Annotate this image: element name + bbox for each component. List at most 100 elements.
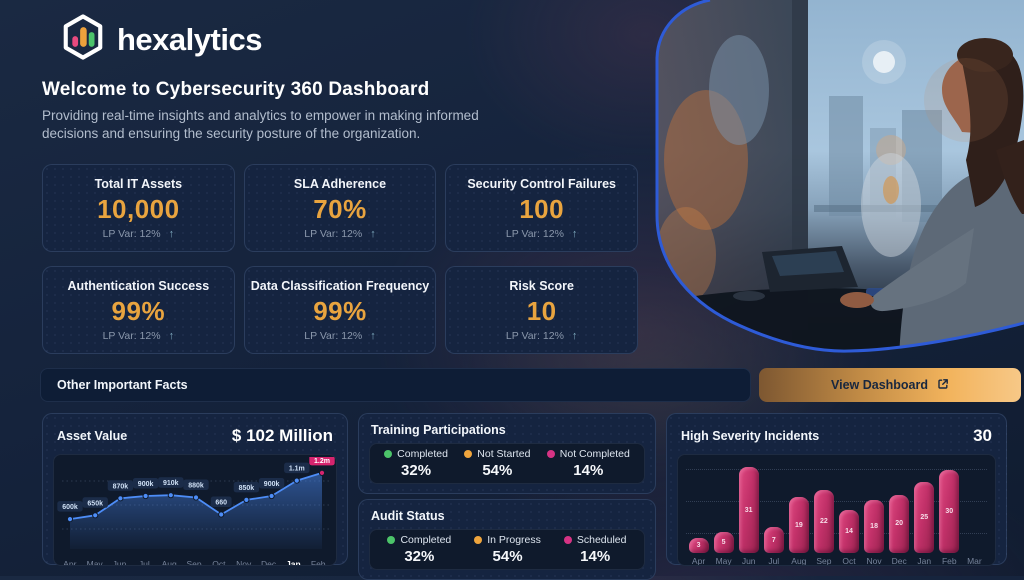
mid-column: Training Participations Completed 32% No…	[358, 413, 656, 580]
x-tick-label: Aug	[161, 559, 177, 566]
brand: hexalytics	[60, 13, 262, 66]
training-not-started-value: 54%	[482, 462, 513, 479]
svg-text:880k: 880k	[188, 483, 204, 490]
bar-value-label: 19	[794, 521, 803, 529]
bar-value-label: 22	[820, 517, 828, 525]
hero-photo	[644, 0, 1024, 360]
x-tick-label: Mar	[967, 556, 982, 566]
asset-value-title: Asset Value	[57, 429, 128, 443]
training-not-completed-value: 14%	[573, 462, 604, 479]
legend-dot-icon	[563, 536, 572, 544]
incidents-bar-chart: 3 5 31 7 19 22 14 18 20 25 30 Apr May Jun Jul Aug Sep Oc…	[677, 454, 996, 566]
svg-text:1.2m: 1.2m	[314, 458, 330, 465]
training-title: Training Participations	[371, 423, 506, 437]
legend-dot-icon	[384, 450, 393, 458]
asset-value-x-axis: Apr May Jun Jul Aug Sep Oct Nov Dec Jan Feb	[56, 558, 334, 566]
up-arrow-icon: ↑	[370, 329, 376, 342]
kpi-card-security-control-failures: Security Control Failures 100 LP Var: 12…	[445, 164, 638, 252]
bar-column: 18	[862, 461, 887, 553]
training-completed: Completed 32%	[384, 448, 448, 479]
audit-in-progress-value: 54%	[492, 548, 523, 565]
svg-text:870k: 870k	[113, 483, 129, 490]
kpi-variance: LP Var: 12%	[304, 227, 363, 240]
bar-column: 7	[761, 461, 786, 553]
x-tick-label: Jul	[768, 556, 780, 566]
incident-bar: 20	[889, 494, 910, 553]
view-dashboard-label: View Dashboard	[830, 378, 929, 392]
kpi-variance: LP Var: 12%	[304, 329, 363, 342]
kpi-card-authentication-success: Authentication Success 99% LP Var: 12% ↑	[42, 266, 235, 354]
asset-value-panel: Asset Value $ 102 Million 600k 650k 870k 90…	[42, 413, 348, 566]
kpi-value: 10	[526, 295, 557, 326]
bar-column: 30	[937, 461, 962, 553]
kpi-variance: LP Var: 12%	[102, 329, 161, 342]
facts-bar-label: Other Important Facts	[40, 368, 751, 402]
x-tick-label: Dec	[891, 556, 907, 566]
x-tick-label: May	[715, 556, 732, 566]
svg-text:660: 660	[215, 500, 227, 507]
kpi-card-sla-adherence: SLA Adherence 70% LP Var: 12% ↑	[243, 164, 437, 252]
up-arrow-icon: ↑	[571, 329, 578, 342]
audit-scheduled: Scheduled 14%	[563, 534, 626, 565]
kpi-label: SLA Adherence	[293, 176, 387, 191]
x-tick-label: Nov	[236, 559, 252, 566]
incidents-title: High Severity Incidents	[681, 429, 820, 443]
kpi-value: 70%	[313, 193, 367, 224]
x-tick-label: Sep	[186, 559, 202, 566]
x-tick-label: Sep	[816, 556, 832, 566]
view-dashboard-button[interactable]: View Dashboard	[759, 368, 1021, 402]
legend-dot-icon	[387, 536, 396, 544]
incidents-headline: 30	[973, 426, 992, 445]
bar-column: 25	[912, 461, 937, 553]
kpi-value: 100	[519, 193, 565, 224]
bar-value-label: 20	[895, 520, 904, 528]
bar-value-label: 31	[744, 506, 753, 514]
svg-text:1.1m: 1.1m	[289, 466, 305, 473]
bar-column: 3	[686, 461, 711, 553]
incident-bar: 3	[688, 537, 709, 553]
page-subtitle: Providing real-time insights and analyti…	[42, 108, 479, 142]
kpi-label: Authentication Success	[67, 278, 210, 293]
bar-value-label: 25	[920, 514, 929, 522]
x-tick-label: Oct	[212, 559, 226, 566]
high-severity-incidents-panel: High Severity Incidents 30 3 5 31 7 19 22 14 18…	[666, 413, 1007, 566]
kpi-value: 99%	[313, 295, 367, 326]
external-link-icon	[937, 378, 949, 393]
x-tick-label: Apr	[63, 559, 77, 566]
incident-bar: 7	[763, 527, 784, 553]
incident-bar: 22	[813, 489, 834, 553]
kpi-label: Risk Score	[509, 278, 574, 293]
asset-value-chart: 600k 650k 870k 900k 910k 880k 660 850k 900k 1.1m 1…	[53, 454, 337, 566]
x-tick-label: Jan	[917, 556, 932, 566]
brand-name: hexalytics	[117, 21, 262, 57]
svg-text:650k: 650k	[87, 500, 103, 507]
legend-dot-icon	[464, 450, 473, 458]
audit-scheduled-value: 14%	[580, 548, 611, 565]
kpi-label: Security Control Failures	[467, 176, 616, 191]
kpi-variance: LP Var: 12%	[505, 329, 564, 342]
bar-value-label: 30	[945, 507, 954, 515]
incident-bar: 31	[738, 467, 759, 553]
x-tick-label: Jul	[138, 559, 150, 566]
audit-status-panel: Audit Status Completed 32% In Progress 5…	[358, 499, 656, 580]
x-tick-label: Jun	[741, 556, 756, 566]
x-tick-label: Aug	[791, 556, 807, 566]
bar-column: 22	[811, 461, 836, 553]
bar-value-label: 5	[721, 539, 726, 547]
x-tick-label: Feb	[310, 559, 326, 566]
facts-bar: Other Important Facts View Dashboard	[40, 368, 1021, 402]
x-tick-label: Jun	[112, 559, 127, 566]
up-arrow-icon: ↑	[168, 227, 175, 240]
kpi-grid: Total IT Assets 10,000 LP Var: 12% ↑ SLA …	[42, 164, 638, 354]
kpi-variance: LP Var: 12%	[102, 227, 161, 240]
x-tick-label: Apr	[691, 556, 706, 566]
incident-bar: 30	[939, 469, 960, 553]
training-not-completed: Not Completed 14%	[546, 448, 630, 479]
svg-text:900k: 900k	[138, 481, 154, 488]
legend-dot-icon	[546, 450, 555, 458]
audit-completed-value: 32%	[404, 548, 435, 565]
bar-value-label: 18	[870, 522, 878, 530]
bar-value-label: 14	[845, 527, 853, 535]
x-tick-label: Feb	[941, 556, 957, 566]
